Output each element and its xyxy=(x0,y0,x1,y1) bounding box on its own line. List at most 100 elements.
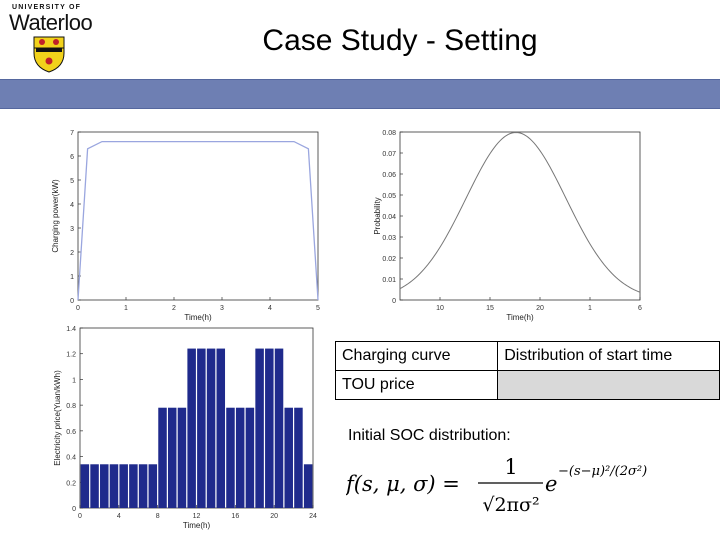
formula-e: e xyxy=(545,472,557,496)
soc-label: Initial SOC distribution: xyxy=(348,427,511,444)
price-bar xyxy=(265,348,274,508)
y-tick-label: 1.2 xyxy=(66,352,76,359)
y-tick-label: 0.08 xyxy=(382,130,396,137)
table-cell-tou-price: TOU price xyxy=(334,370,499,400)
x-axis-label: Time(h) xyxy=(184,313,212,322)
x-tick-label: 5 xyxy=(316,305,320,312)
tou-price-chart: 0 0.2 0.4 0.6 0.8 1 1.2 1.4 0 4 8 12 16 20 24 Time(h) El… xyxy=(53,326,317,530)
x-tick-label: 4 xyxy=(117,513,121,520)
price-bar xyxy=(226,407,235,508)
x-axis-label: Time(h) xyxy=(183,521,211,530)
y-tick-label: 0.6 xyxy=(66,429,76,436)
charging-curve-chart: 0 1 2 3 4 5 6 7 0 1 2 3 4 5 Time(h) Charging power(kW) xyxy=(51,130,320,322)
y-tick-label: 3 xyxy=(70,226,74,233)
y-tick-label: 0.07 xyxy=(382,151,396,158)
price-bar xyxy=(206,348,216,508)
price-bar xyxy=(177,407,187,508)
y-tick-label: 1.4 xyxy=(66,326,76,333)
y-tick-label: 5 xyxy=(70,178,74,185)
table-cell-distribution: Distribution of start time xyxy=(497,341,720,371)
x-tick-label: 3 xyxy=(220,305,224,312)
y-tick-label: 7 xyxy=(70,130,74,137)
x-tick-label: 6 xyxy=(638,305,642,312)
x-tick-label: 10 xyxy=(436,305,444,312)
price-bar xyxy=(216,348,226,508)
table-cell-charging-curve: Charging curve xyxy=(334,341,499,371)
x-tick-label: 12 xyxy=(193,513,201,520)
y-tick-label: 2 xyxy=(70,250,74,257)
price-bar xyxy=(245,407,255,508)
y-tick-label: 0.2 xyxy=(66,480,76,487)
x-tick-label: 0 xyxy=(78,513,82,520)
price-bar xyxy=(255,348,264,508)
y-tick-label: 0 xyxy=(70,298,74,305)
formula-lhs: f(s, μ, σ) = xyxy=(346,472,460,496)
x-tick-label: 20 xyxy=(270,513,278,520)
logo-waterloo: Waterloo xyxy=(9,10,93,35)
formula-numerator: 1 xyxy=(504,455,517,479)
x-tick-label: 16 xyxy=(231,513,239,520)
price-bar xyxy=(138,464,148,508)
logo-university-of: UNIVERSITY OF xyxy=(12,4,82,11)
accent-bar xyxy=(0,79,720,109)
formula-exponent: −(s−μ)²/(2σ²) xyxy=(558,464,647,479)
x-tick-label: 15 xyxy=(486,305,494,312)
price-bar xyxy=(90,464,99,508)
y-tick-label: 1 xyxy=(70,274,74,281)
y-tick-label: 0.06 xyxy=(382,172,396,179)
table-row: TOU price xyxy=(334,370,720,400)
table-row: Charging curve Distribution of start tim… xyxy=(334,341,720,371)
price-bar xyxy=(158,407,167,508)
y-tick-label: 0.03 xyxy=(382,235,396,242)
y-tick-label: 1 xyxy=(72,377,76,384)
x-tick-label: 1 xyxy=(124,305,128,312)
y-tick-label: 0.8 xyxy=(66,403,76,410)
plot-frame xyxy=(77,131,319,301)
soc-formula: f(s, μ, σ) = 1 √2πσ² e −(s−μ)²/(2σ²) xyxy=(346,455,647,516)
price-bar xyxy=(235,407,245,508)
setting-table: Charging curve Distribution of start tim… xyxy=(334,341,720,400)
crest-icon xyxy=(33,36,65,73)
x-tick-label: 2 xyxy=(172,305,176,312)
y-tick-label: 0 xyxy=(72,506,76,513)
table-cell-empty xyxy=(497,370,720,400)
x-axis-label: Time(h) xyxy=(506,313,534,322)
price-bar xyxy=(187,348,196,508)
start-time-distribution-chart: 0 0.01 0.02 0.03 0.04 0.05 0.06 0.07 0.08 10 15 20 1… xyxy=(373,130,642,322)
y-axis-label: Charging power(kW) xyxy=(51,179,60,253)
price-bar xyxy=(167,407,177,508)
price-bar xyxy=(274,348,284,508)
formula-denominator: √2πσ² xyxy=(482,494,539,516)
x-tick-label: 0 xyxy=(76,305,80,312)
y-axis-label: Electricity price(Yuan/kWh) xyxy=(53,370,62,466)
price-bar xyxy=(294,407,303,508)
x-tick-label: 1 xyxy=(588,305,592,312)
y-tick-label: 6 xyxy=(70,154,74,161)
x-tick-label: 20 xyxy=(536,305,544,312)
price-bar xyxy=(129,464,138,508)
price-bar xyxy=(109,464,119,508)
y-tick-label: 0 xyxy=(392,298,396,305)
y-tick-label: 0.02 xyxy=(382,256,396,263)
price-bar xyxy=(303,464,313,508)
price-bar xyxy=(80,464,90,508)
price-bar xyxy=(100,464,109,508)
plot-frame xyxy=(399,131,641,301)
charging-curve-line xyxy=(77,140,319,301)
probability-curve-line xyxy=(399,131,641,293)
y-tick-label: 4 xyxy=(70,202,74,209)
price-bar xyxy=(148,464,158,508)
x-tick-label: 24 xyxy=(309,513,317,520)
y-axis-label: Probability xyxy=(373,197,382,234)
page-title: Case Study - Setting xyxy=(262,24,538,57)
price-bar xyxy=(119,464,128,508)
y-tick-label: 0.01 xyxy=(382,277,396,284)
y-tick-label: 0.05 xyxy=(382,193,396,200)
y-tick-label: 0.4 xyxy=(66,455,76,462)
plot-frame xyxy=(79,327,314,509)
price-bar xyxy=(284,407,293,508)
y-tick-label: 0.04 xyxy=(382,214,396,221)
x-tick-label: 8 xyxy=(156,513,160,520)
university-logo: UNIVERSITY OF Waterloo xyxy=(6,4,96,76)
price-bar xyxy=(197,348,206,508)
